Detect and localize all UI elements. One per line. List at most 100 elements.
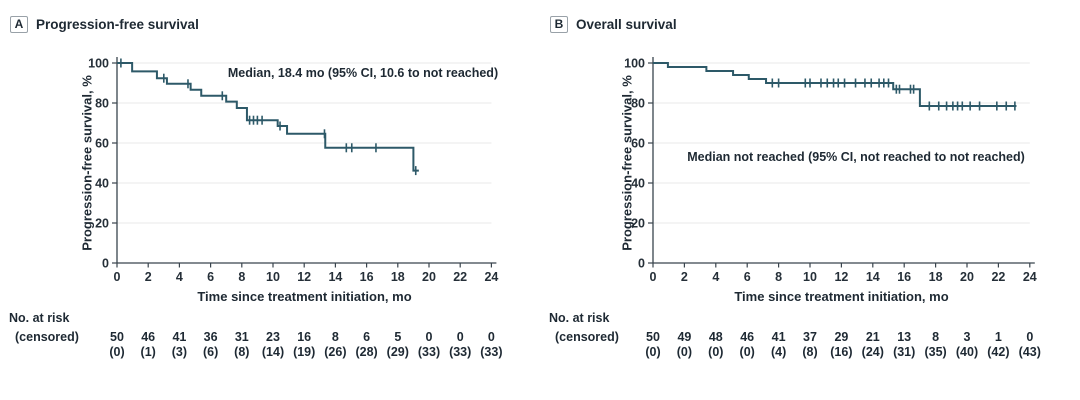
x-axis-title: Time since treatment initiation, mo xyxy=(734,289,949,304)
x-tick-label: 12 xyxy=(297,270,311,284)
panel-title: Progression-free survival xyxy=(36,17,199,32)
at-risk-count: 6 xyxy=(363,330,371,344)
at-risk-count: 13 xyxy=(897,330,912,344)
censored-count: (8) xyxy=(234,345,250,359)
risk-table-row-at-risk: 50 46 41 36 31 23 16 8 6 5 0 0 0 xyxy=(0,330,540,344)
x-tick-label: 14 xyxy=(866,270,880,284)
y-tick-label: 0 xyxy=(102,257,109,271)
censored-table-label: (censored) xyxy=(15,330,79,344)
censored-count: (1) xyxy=(140,345,156,359)
censored-table-label: (censored) xyxy=(555,330,619,344)
x-tick-label: 16 xyxy=(897,270,911,284)
at-risk-count: 21 xyxy=(865,330,880,344)
x-tick-label: 0 xyxy=(650,270,657,284)
survival-curve xyxy=(117,62,419,172)
censored-count: (16) xyxy=(830,345,853,359)
panel-letter-badge: B xyxy=(550,16,568,33)
at-risk-count: 36 xyxy=(203,330,218,344)
y-tick-label: 80 xyxy=(95,97,109,111)
at-risk-count: 46 xyxy=(740,330,755,344)
x-tick-label: 10 xyxy=(266,270,280,284)
at-risk-count: 3 xyxy=(963,330,971,344)
censored-count: (33) xyxy=(480,345,503,359)
y-tick-label: 80 xyxy=(631,97,645,111)
x-tick-label: 24 xyxy=(1023,270,1037,284)
at-risk-count: 0 xyxy=(1026,330,1034,344)
x-tick-label: 6 xyxy=(207,270,214,284)
at-risk-count: 31 xyxy=(234,330,249,344)
censored-count: (35) xyxy=(924,345,947,359)
censored-count: (26) xyxy=(324,345,347,359)
y-tick-label: 60 xyxy=(631,137,645,151)
censored-count: (31) xyxy=(893,345,916,359)
censored-count: (42) xyxy=(987,345,1010,359)
censored-count: (6) xyxy=(202,345,219,359)
x-tick-label: 18 xyxy=(391,270,405,284)
y-tick-label: 0 xyxy=(638,257,645,271)
x-tick-label: 20 xyxy=(960,270,974,284)
risk-table-row-censored: (0) (0) (0) (0) (4) (8) (16) (24) (31) (35) (40) (4… xyxy=(540,345,1080,359)
x-tick-label: 8 xyxy=(238,270,245,284)
y-tick-label: 40 xyxy=(95,177,109,191)
panel-progression-free-survival: 0 2 4 6 8 10 12 14 16 18 20 22 24 0 20 40 60 80 100 A Prog… xyxy=(0,16,540,359)
at-risk-count: 8 xyxy=(932,330,940,344)
at-risk-count: 0 xyxy=(487,330,495,344)
risk-table-row-censored: (0) (1) (3) (6) (8) (14) (19) (26) (28) (29) (33) (… xyxy=(0,345,540,359)
median-annotation: Median, 18.4 mo (95% CI, 10.6 to not rea… xyxy=(227,66,499,80)
at-risk-count: 46 xyxy=(141,330,156,344)
at-risk-count: 48 xyxy=(708,330,723,344)
censored-count: (29) xyxy=(386,345,409,359)
censored-count: (40) xyxy=(955,345,979,359)
x-tick-label: 24 xyxy=(484,270,498,284)
x-tick-label: 20 xyxy=(422,270,436,284)
panel-title: Overall survival xyxy=(576,17,677,32)
censored-count: (0) xyxy=(645,345,661,359)
y-tick-label: 40 xyxy=(631,177,645,191)
at-risk-count: 0 xyxy=(456,330,464,344)
y-tick-label: 20 xyxy=(95,217,109,231)
at-risk-count: 41 xyxy=(771,330,786,344)
x-tick-label: 6 xyxy=(744,270,751,284)
median-annotation: Median not reached (95% CI, not reached … xyxy=(687,150,1025,164)
censored-count: (33) xyxy=(417,345,441,359)
censored-count: (33) xyxy=(449,345,472,359)
x-tick-label: 16 xyxy=(360,270,374,284)
x-tick-label: 4 xyxy=(712,270,719,284)
x-tick-label: 18 xyxy=(929,270,943,284)
censored-count: (4) xyxy=(770,345,787,359)
censored-count: (43) xyxy=(1018,345,1041,359)
y-axis-title: Progression-free survival, % xyxy=(619,75,635,251)
risk-table-row-at-risk: 50 49 48 46 41 37 29 21 13 8 3 1 0 xyxy=(540,330,1080,344)
y-tick-label: 20 xyxy=(631,217,645,231)
at-risk-count: 23 xyxy=(266,330,280,344)
y-tick-label: 60 xyxy=(95,137,109,151)
y-tick-label: 100 xyxy=(88,57,109,71)
censored-count: (14) xyxy=(261,345,285,359)
at-risk-count: 16 xyxy=(297,330,312,344)
x-tick-label: 0 xyxy=(114,270,121,284)
at-risk-count: 49 xyxy=(677,330,692,344)
censored-count: (0) xyxy=(676,345,693,359)
panel-header: A Progression-free survival xyxy=(10,16,199,33)
censored-count: (28) xyxy=(355,345,378,359)
censored-count: (0) xyxy=(739,345,755,359)
x-tick-label: 8 xyxy=(775,270,782,284)
x-tick-label: 10 xyxy=(803,270,817,284)
x-tick-label: 14 xyxy=(328,270,342,284)
censored-count: (24) xyxy=(861,345,884,359)
at-risk-count: 1 xyxy=(994,330,1002,344)
y-tick-label: 100 xyxy=(624,57,645,71)
at-risk-count: 41 xyxy=(172,330,187,344)
at-risk-count: 37 xyxy=(803,330,817,344)
x-axis-title: Time since treatment initiation, mo xyxy=(197,289,412,304)
censored-count: (0) xyxy=(109,345,125,359)
risk-table-label: No. at risk xyxy=(549,311,610,325)
x-tick-label: 22 xyxy=(453,270,467,284)
at-risk-count: 29 xyxy=(834,330,849,344)
x-tick-label: 2 xyxy=(145,270,152,284)
at-risk-count: 5 xyxy=(394,330,402,344)
x-tick-label: 12 xyxy=(834,270,848,284)
censored-count: (19) xyxy=(293,345,316,359)
y-axis-title: Progression-free survival, % xyxy=(79,75,95,251)
